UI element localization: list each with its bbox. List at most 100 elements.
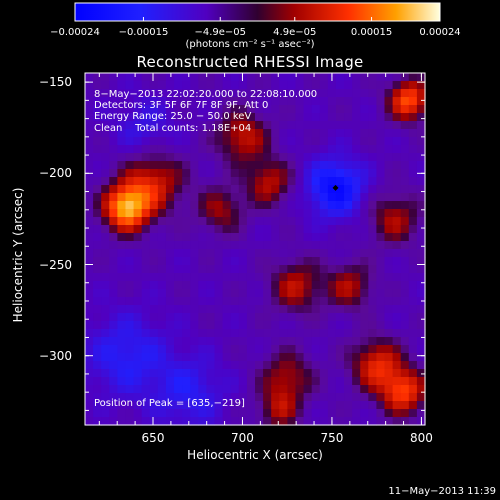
heatmap-cell [368, 217, 378, 226]
heatmap-cell [117, 113, 127, 122]
heatmap-cell [117, 81, 127, 90]
heatmap-cell [165, 217, 175, 226]
heatmap-cell [392, 241, 402, 250]
heatmap-cell [93, 193, 102, 202]
heatmap-cell [400, 353, 410, 362]
heatmap-cell [319, 241, 329, 250]
heatmap-cell [206, 121, 216, 130]
heatmap-cell [230, 241, 240, 250]
heatmap-cell [311, 273, 321, 282]
heatmap-cell [85, 369, 94, 378]
heatmap-cell [141, 137, 151, 146]
heatmap-cell [238, 89, 248, 98]
heatmap-cell [344, 153, 353, 162]
heatmap-cell [190, 257, 199, 266]
heatmap-cell [182, 385, 191, 394]
heatmap-cell [263, 113, 272, 122]
heatmap-cell [263, 193, 272, 202]
heatmap-cell [133, 337, 143, 346]
heatmap-cell [368, 289, 378, 298]
heatmap-cell [360, 121, 369, 130]
heatmap-cell [263, 313, 272, 322]
heatmap-cell [190, 377, 199, 386]
heatmap-cell [165, 297, 175, 306]
heatmap-cell [206, 385, 216, 394]
heatmap-cell [133, 249, 143, 258]
heatmap-cell [400, 265, 410, 274]
heatmap-cell [214, 393, 224, 402]
heatmap-cell [344, 401, 353, 410]
heatmap-cell [400, 417, 410, 426]
heatmap-cell [287, 297, 297, 306]
heatmap-cell [182, 169, 191, 178]
heatmap-cell [360, 361, 369, 370]
heatmap-cell [214, 257, 224, 266]
heatmap-cell [165, 257, 175, 266]
heatmap-cell [279, 401, 288, 410]
heatmap-cell [408, 409, 418, 418]
heatmap-cell [335, 249, 345, 258]
heatmap-cells [85, 73, 426, 426]
heatmap-cell [93, 177, 102, 186]
heatmap-cell [327, 193, 337, 202]
heatmap-cell [141, 153, 151, 162]
heatmap-cell [190, 233, 199, 242]
heatmap-cell [295, 281, 305, 290]
heatmap-cell [141, 177, 151, 186]
heatmap-cell [303, 161, 313, 170]
heatmap-cell [117, 233, 127, 242]
heatmap-cell [263, 329, 272, 338]
heatmap-cell [133, 201, 143, 210]
heatmap-cell [238, 177, 248, 186]
heatmap-cell [327, 81, 337, 90]
heatmap-cell [400, 361, 410, 370]
heatmap-cell [400, 217, 410, 226]
heatmap-cell [109, 97, 118, 106]
heatmap-cell [263, 385, 272, 394]
heatmap-cell [335, 161, 345, 170]
heatmap-cell [246, 121, 256, 130]
heatmap-cell [149, 137, 159, 146]
heatmap-cell [182, 401, 191, 410]
heatmap-cell [360, 113, 369, 122]
heatmap-cell [117, 313, 127, 322]
heatmap-cell [214, 113, 224, 122]
heatmap-cell [384, 97, 394, 106]
heatmap-cell [271, 217, 280, 226]
heatmap-cell [311, 265, 321, 274]
heatmap-cell [214, 417, 224, 426]
heatmap-cell [214, 209, 224, 218]
heatmap-cell [109, 185, 118, 194]
heatmap-cell [287, 185, 297, 194]
heatmap-cell [174, 345, 183, 354]
heatmap-cell [255, 225, 264, 234]
heatmap-cell [133, 129, 143, 138]
heatmap-cell [352, 401, 361, 410]
heatmap-cell [271, 121, 280, 130]
heatmap-cell [344, 169, 353, 178]
heatmap-cell [125, 281, 135, 290]
heatmap-cell [344, 145, 353, 154]
heatmap-cell [238, 401, 248, 410]
heatmap-cell [295, 337, 305, 346]
heatmap-cell [109, 377, 118, 386]
heatmap-cell [408, 185, 418, 194]
heatmap-cell [85, 329, 94, 338]
heatmap-cell [133, 241, 143, 250]
heatmap-cell [149, 161, 159, 170]
heatmap-cell [230, 273, 240, 282]
heatmap-cell [263, 225, 272, 234]
heatmap-cell [246, 409, 256, 418]
heatmap-cell [198, 257, 208, 266]
heatmap-cell [400, 177, 410, 186]
heatmap-cell [109, 257, 118, 266]
heatmap-cell [93, 329, 102, 338]
heatmap-cell [93, 273, 102, 282]
heatmap-cell [319, 337, 329, 346]
heatmap-cell [368, 145, 378, 154]
heatmap-cell [198, 401, 208, 410]
heatmap-cell [263, 153, 272, 162]
heatmap-cell [255, 393, 264, 402]
heatmap-cell [344, 385, 353, 394]
heatmap-cell [255, 177, 264, 186]
